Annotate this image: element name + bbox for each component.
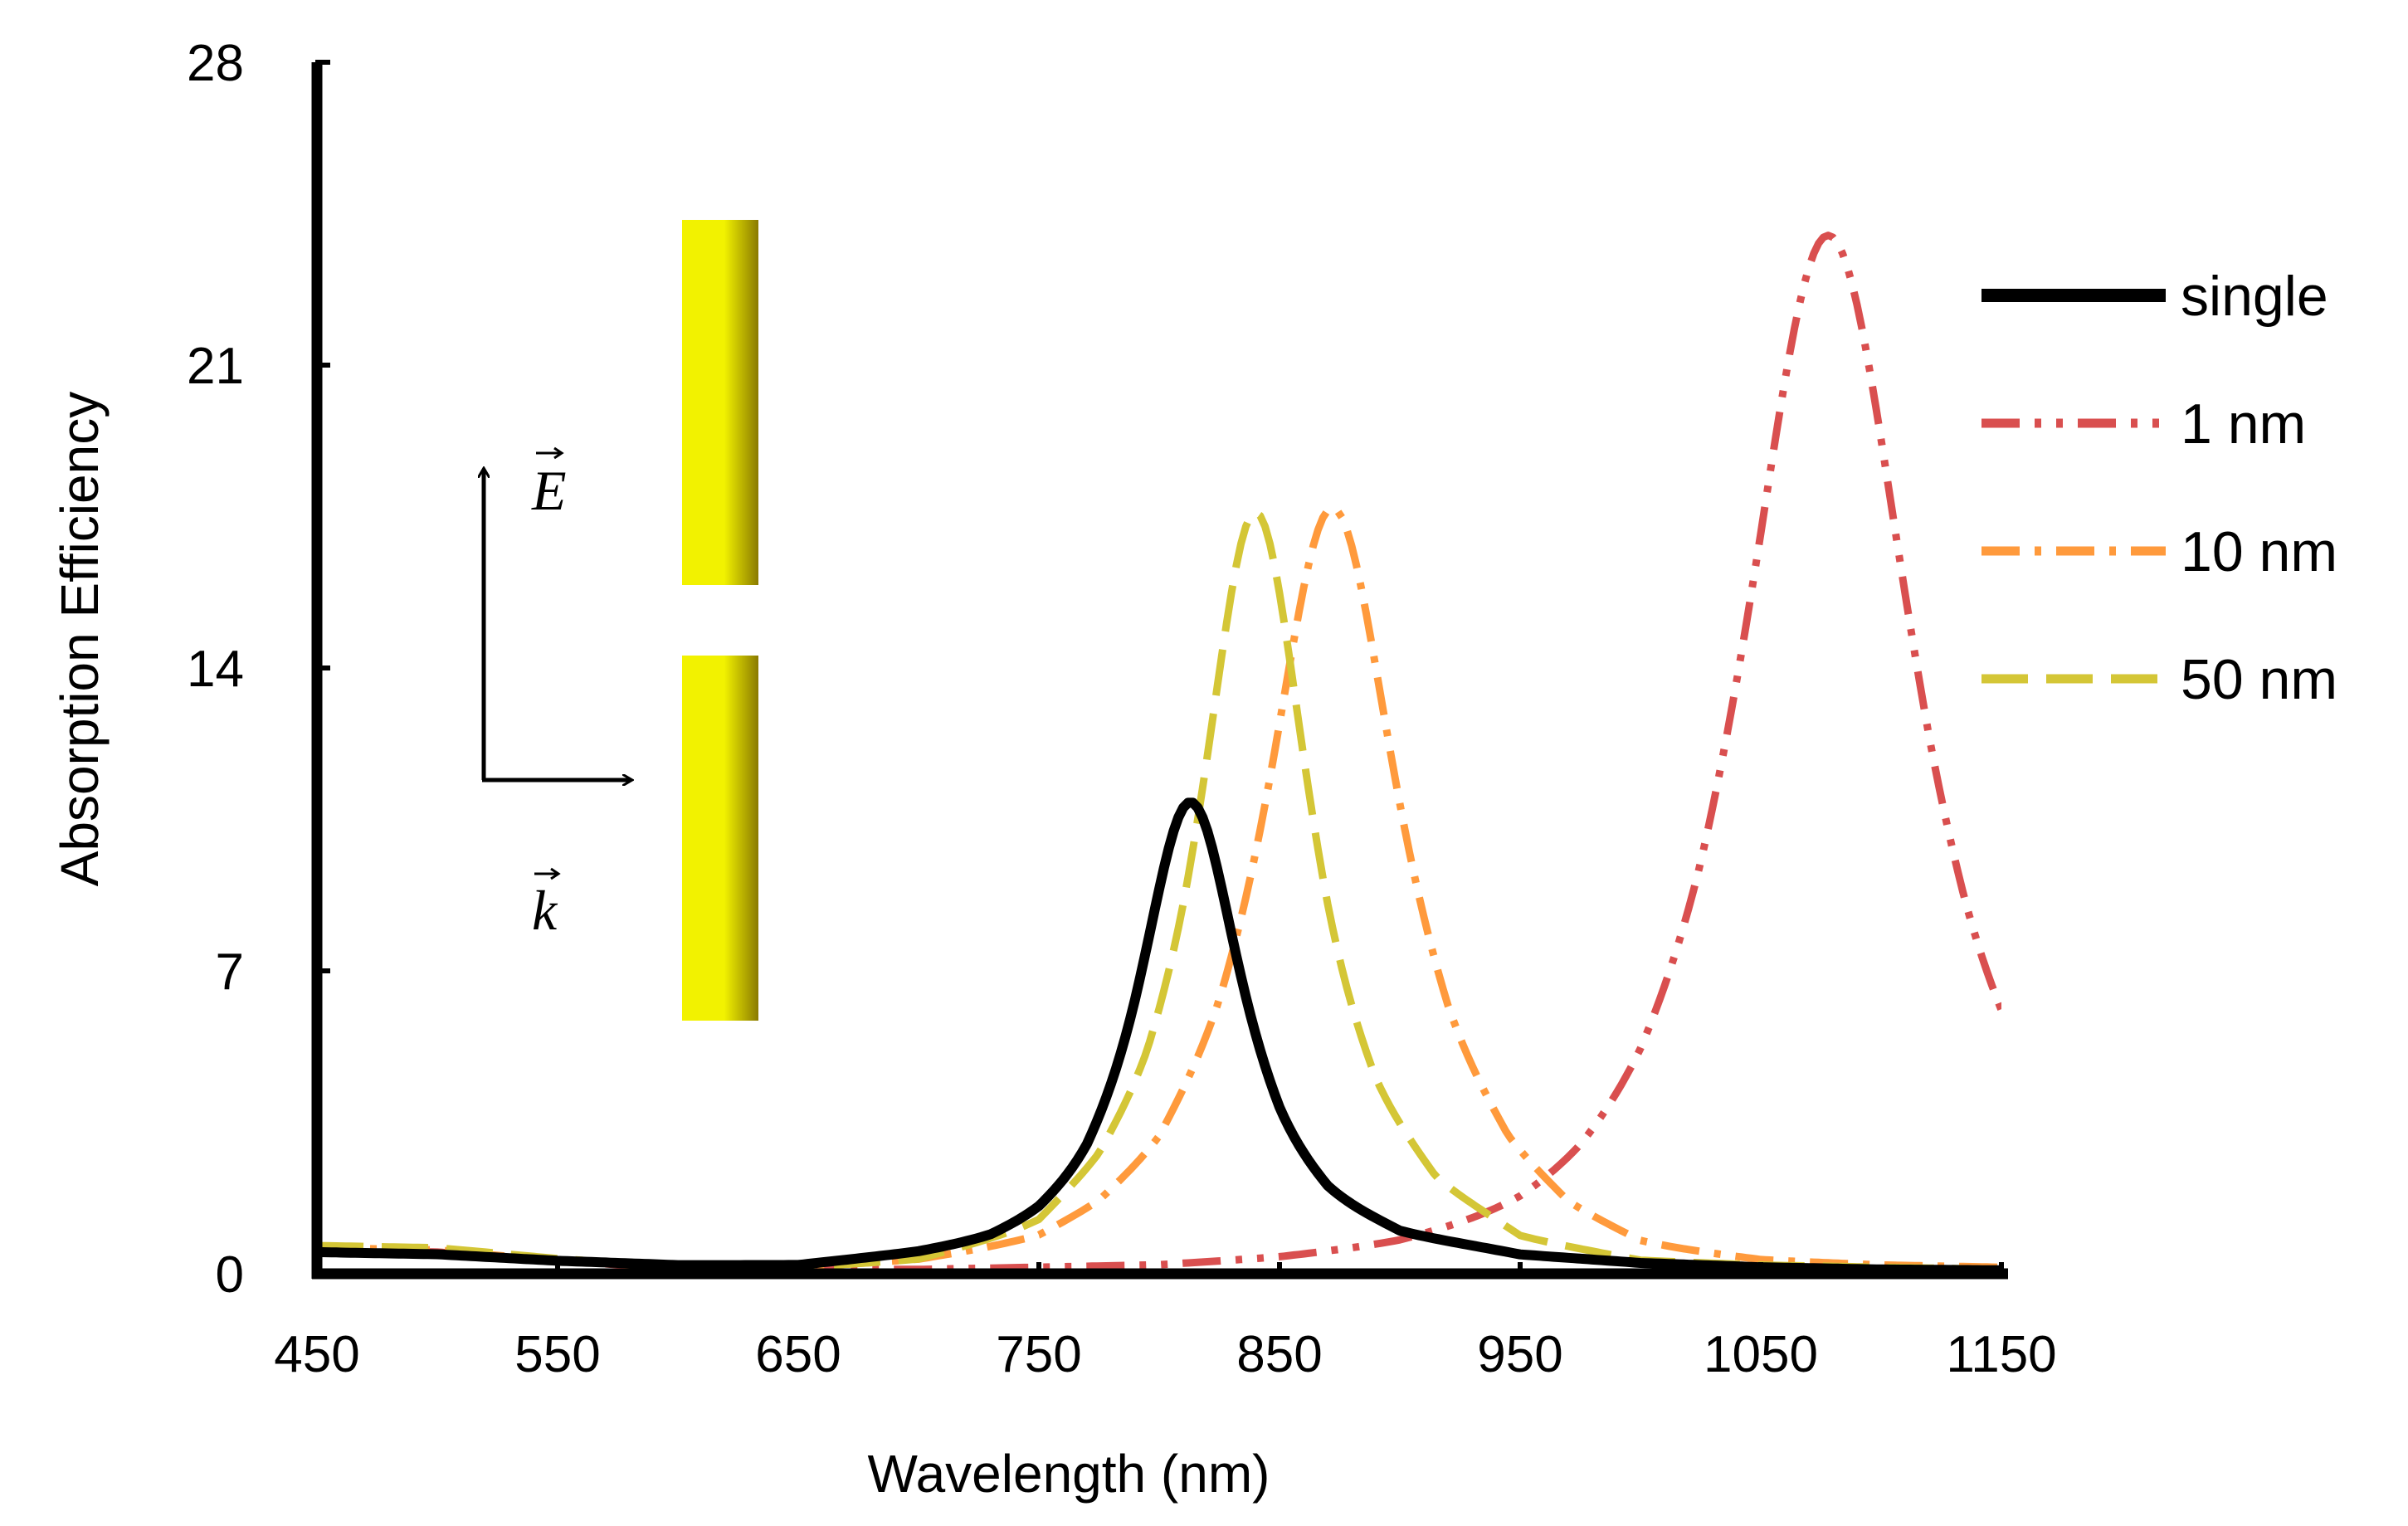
upper-nanorod <box>682 220 758 585</box>
x-tick-label: 950 <box>1477 1326 1562 1383</box>
y-axis-title: Absorption Efficiency <box>50 392 110 886</box>
legend: single 1 nm 10 nm 50 nm <box>1981 265 2337 711</box>
series-line-single <box>316 797 2001 1275</box>
inset-illustration: E k <box>482 220 758 1021</box>
legend-item-50nm: 50 nm <box>1981 648 2337 711</box>
x-tick-label: 1150 <box>1946 1326 2056 1383</box>
legend-label-10nm: 10 nm <box>2181 520 2337 583</box>
x-tick-label: 850 <box>1236 1326 1322 1383</box>
tick-layer: 450 550 650 750 850 950 1050 1150 0 7 14 21 28 <box>187 35 2057 1383</box>
series-line-1nm <box>316 232 2001 1274</box>
legend-label-50nm: 50 nm <box>2181 648 2337 711</box>
x-tick-label: 750 <box>996 1326 1081 1383</box>
legend-item-10nm: 10 nm <box>1981 520 2337 583</box>
x-tick-label: 550 <box>514 1326 600 1383</box>
series-layer <box>316 232 2001 1275</box>
legend-item-single: single <box>1981 265 2328 328</box>
e-field-label: E <box>531 446 567 522</box>
legend-label-1nm: 1 nm <box>2181 392 2306 456</box>
x-tick-label: 450 <box>274 1326 359 1383</box>
k-vector-label: k <box>532 867 561 942</box>
y-tick-label: 28 <box>187 35 244 92</box>
x-axis-title: Wavelength (nm) <box>868 1444 1270 1504</box>
legend-label-single: single <box>2181 265 2328 328</box>
x-tick-label: 650 <box>755 1326 841 1383</box>
lower-nanorod <box>682 656 758 1021</box>
y-tick-label: 14 <box>187 641 244 698</box>
y-tick-label: 21 <box>187 338 244 395</box>
legend-item-1nm: 1 nm <box>1981 392 2306 456</box>
y-tick-label: 0 <box>216 1246 244 1304</box>
x-tick-label: 1050 <box>1704 1326 1818 1383</box>
svg-text:E: E <box>531 459 567 522</box>
svg-text:k: k <box>532 879 558 942</box>
y-tick-label: 7 <box>216 943 244 1001</box>
